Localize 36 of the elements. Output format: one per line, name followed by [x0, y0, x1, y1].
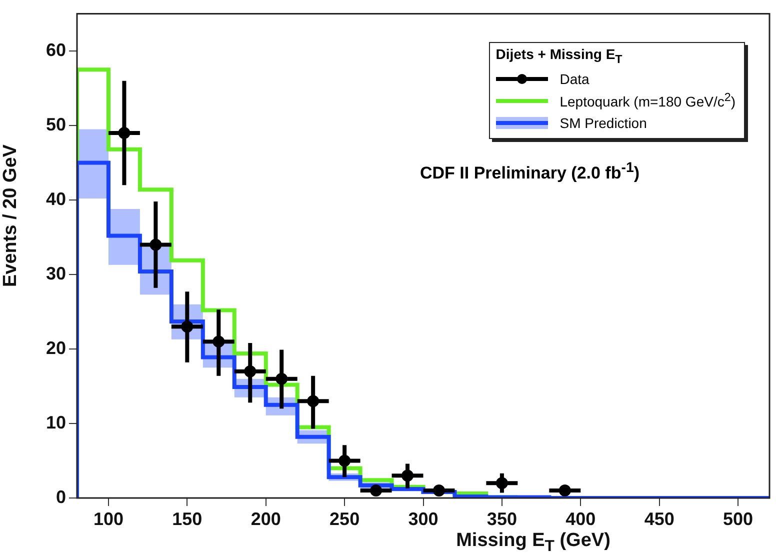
point [212, 336, 225, 348]
x-tick-label: 150 [172, 508, 202, 529]
point [150, 238, 162, 251]
point [402, 470, 414, 482]
x-tick-label: 100 [93, 508, 124, 529]
legend-label: Data [560, 70, 590, 87]
y-axis-title: Events / 20 GeV [0, 144, 22, 287]
x-tick-label: 300 [408, 508, 438, 529]
legend-label: SM Prediction [560, 114, 647, 131]
x-tick-label: 250 [330, 508, 360, 529]
point [276, 372, 288, 385]
point [338, 454, 351, 467]
x-tick-label: 400 [566, 508, 596, 529]
y-tick-label: 20 [46, 338, 66, 358]
y-tick-label: 50 [46, 114, 66, 135]
x-axis-title: Missing E$_{T}$ (GeV) [456, 530, 610, 556]
point [370, 484, 382, 497]
point [118, 126, 130, 139]
point [307, 395, 320, 408]
point [496, 477, 508, 490]
x-tick-label: 450 [644, 508, 674, 529]
y-tick-label: 40 [46, 189, 66, 209]
point [432, 484, 445, 497]
x-tick-label: 500 [723, 508, 754, 529]
x-tick-label: 350 [486, 508, 517, 529]
y-tick-label: 10 [46, 412, 66, 432]
annotation: CDF II Preliminary (2.0 fb$^{-1}$) [420, 160, 640, 184]
x-tick-label: 200 [250, 508, 281, 529]
y-tick-label: 0 [56, 486, 66, 507]
legend-label: Leptoquark (m=180 GeV/c$^{2}$) [560, 91, 736, 110]
legend-title: Dijets + Missing E$_{T}$ [496, 46, 624, 66]
point [181, 320, 194, 333]
point [558, 484, 571, 497]
point [244, 365, 256, 378]
y-tick-label: 60 [46, 40, 66, 60]
y-tick-label: 30 [46, 263, 66, 284]
